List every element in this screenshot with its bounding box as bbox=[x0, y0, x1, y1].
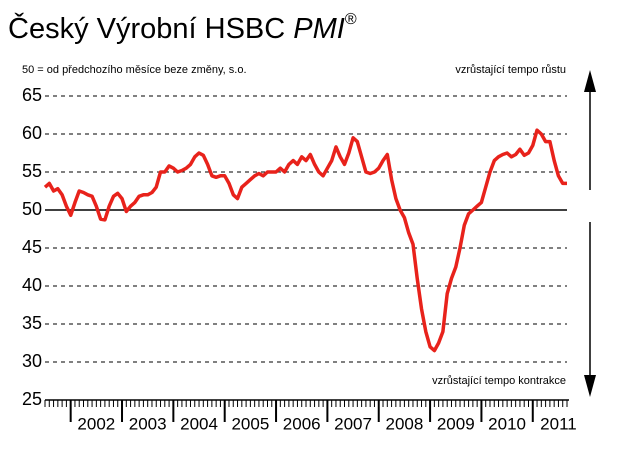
title-emphasis: PMI bbox=[293, 13, 345, 45]
y-tick-label: 30 bbox=[22, 351, 42, 371]
annotation: vzrůstající tempo kontrakce bbox=[432, 375, 566, 387]
y-tick-label: 45 bbox=[22, 237, 42, 257]
x-tick-label: 2003 bbox=[129, 414, 167, 433]
title-mark: ® bbox=[345, 11, 357, 28]
y-tick-label: 60 bbox=[22, 123, 42, 143]
y-tick-label: 40 bbox=[22, 275, 42, 295]
arrow-head bbox=[584, 70, 596, 92]
y-tick-label: 35 bbox=[22, 313, 42, 333]
subtitle: 50 = od předchozího měsíce beze změny, s… bbox=[22, 64, 247, 76]
title-text: Český Výrobní HSBC bbox=[8, 11, 285, 45]
x-tick-label: 2007 bbox=[334, 414, 372, 433]
x-tick-label: 2005 bbox=[231, 414, 269, 433]
x-tick-label: 2008 bbox=[385, 414, 423, 433]
x-tick-label: 2002 bbox=[77, 414, 115, 433]
y-tick-label: 50 bbox=[22, 199, 42, 219]
arrow-head bbox=[584, 375, 596, 397]
annotation: vzrůstající tempo růstu bbox=[455, 64, 566, 76]
y-tick-label: 55 bbox=[22, 161, 42, 181]
x-tick-label: 2011 bbox=[540, 414, 577, 433]
x-tick-label: 2009 bbox=[437, 414, 475, 433]
y-tick-label: 25 bbox=[22, 389, 42, 409]
x-tick-label: 2010 bbox=[488, 414, 526, 433]
x-tick-label: 2004 bbox=[180, 414, 218, 433]
chart-title: Český Výrobní HSBC PMI® bbox=[8, 11, 357, 45]
y-tick-label: 65 bbox=[22, 85, 42, 105]
x-tick-label: 2006 bbox=[283, 414, 321, 433]
data-line bbox=[43, 128, 567, 353]
